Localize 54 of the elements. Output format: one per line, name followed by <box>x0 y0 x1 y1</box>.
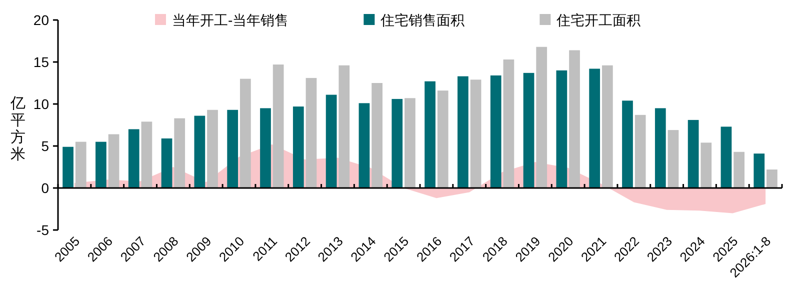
bar <box>108 134 120 188</box>
bar <box>437 90 448 188</box>
bar <box>536 46 548 188</box>
y-tick-label: 15 <box>33 54 50 70</box>
legend-label: 住宅销售面积 <box>380 12 465 28</box>
bar <box>589 68 600 188</box>
bar <box>470 80 482 188</box>
bar <box>490 75 502 188</box>
bar <box>240 78 251 188</box>
bar <box>754 154 765 188</box>
y-tick-label: 20 <box>33 12 50 28</box>
bar <box>338 65 350 188</box>
bar <box>569 50 580 188</box>
bar <box>688 120 699 188</box>
bar <box>62 146 74 188</box>
y-tick-label: 10 <box>33 96 50 112</box>
bar <box>734 152 744 188</box>
bar <box>227 110 238 188</box>
bar <box>392 98 403 188</box>
bar <box>602 65 613 188</box>
bar <box>404 98 416 188</box>
bar <box>96 142 106 188</box>
y-tick-label: -5 <box>36 222 50 238</box>
bar <box>654 108 666 188</box>
bar <box>194 116 206 188</box>
bar <box>372 83 382 188</box>
bar <box>766 170 778 188</box>
bar <box>174 118 186 188</box>
y-axis-title: 亿平方米 <box>10 95 26 163</box>
bar <box>668 130 679 188</box>
y-tick-label: 0 <box>41 180 50 196</box>
bar <box>292 106 304 188</box>
legend-label: 住宅开工面积 <box>556 12 641 28</box>
bar <box>306 78 317 188</box>
bar <box>622 100 633 188</box>
y-tick-label: 5 <box>41 138 50 154</box>
bar <box>458 76 468 188</box>
bar <box>358 103 370 188</box>
bar <box>260 108 271 188</box>
bar <box>141 122 152 188</box>
bar <box>207 110 218 188</box>
bar <box>720 126 732 188</box>
bar <box>634 114 646 188</box>
bar <box>503 59 514 188</box>
bar <box>424 81 436 188</box>
bar <box>128 129 140 188</box>
bar <box>161 138 172 188</box>
bar <box>272 64 284 188</box>
bar <box>326 94 337 188</box>
bar <box>700 142 712 188</box>
bar <box>523 72 534 188</box>
bar <box>75 142 86 188</box>
legend-label: 当年开工-当年销售 <box>172 12 289 28</box>
bar <box>556 70 568 188</box>
